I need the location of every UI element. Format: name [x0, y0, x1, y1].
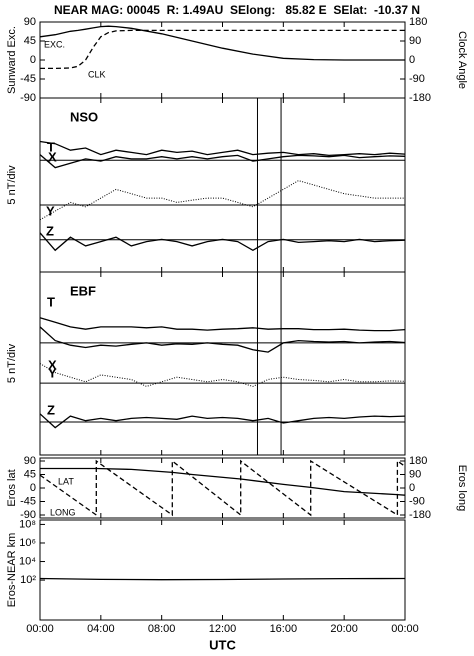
series-line: [39, 140, 406, 157]
series-label: CLK: [88, 69, 106, 79]
series-line: [39, 326, 406, 353]
x-tick-label: 16:00: [270, 623, 298, 635]
series-line: [39, 25, 405, 61]
y-axis-label: 5 nT/div: [6, 343, 18, 383]
series-line: [39, 413, 406, 429]
x-tick-label: 00:00: [391, 623, 419, 635]
y2-tick-label: -180: [409, 92, 431, 104]
y2-tick-label: 180: [409, 455, 427, 467]
series-label: Z: [46, 223, 54, 238]
panel-frame: [39, 519, 406, 621]
chart-title: NEAR MAG: 00045 R: 1.49AU SElong: 85.82 …: [54, 3, 420, 17]
series-line: [39, 317, 406, 332]
y-axis-label: Eros-NEAR km: [6, 533, 18, 608]
y2-tick-label: -90: [409, 495, 425, 507]
y-tick-label: 45: [24, 468, 36, 480]
series-label: LAT: [58, 476, 74, 486]
y-tick-label: 0: [30, 482, 36, 494]
y2-tick-label: 0: [409, 54, 415, 66]
x-tick-label: 08:00: [148, 623, 176, 635]
y-axis-label: Sunward Exc.: [6, 26, 18, 94]
y2-tick-label: -180: [409, 509, 431, 521]
panel-title: EBF: [70, 283, 96, 298]
y-tick-label: 10⁶: [19, 537, 36, 549]
series-line: [39, 154, 406, 169]
y-axis-label: Eros lat: [6, 469, 18, 506]
series-label: X: [48, 149, 57, 164]
y2-tick-label: 0: [409, 482, 415, 494]
y2-tick-label: 180: [409, 16, 427, 28]
x-axis-label: UTC: [209, 637, 236, 652]
x-tick-label: 20:00: [330, 623, 358, 635]
x-tick-label: 04:00: [87, 623, 115, 635]
y-tick-label: 10⁸: [19, 518, 36, 530]
series-line: [40, 29, 405, 70]
y-tick-label: 90: [24, 455, 36, 467]
y-tick-label: 10⁴: [19, 555, 36, 567]
panel-title: NSO: [70, 109, 98, 124]
y-tick-label: 90: [24, 16, 36, 28]
x-tick-label: 12:00: [209, 623, 237, 635]
y-axis-label: 5 nT/div: [6, 165, 18, 205]
y-tick-label: -45: [20, 495, 36, 507]
series-label: T: [47, 294, 55, 309]
series-line: [39, 459, 406, 517]
series-label: X: [48, 357, 57, 372]
series-label: Z: [47, 402, 55, 417]
y2-axis-label: Eros long: [456, 465, 468, 511]
y2-tick-label: 90: [409, 468, 421, 480]
series-label: T: [47, 139, 55, 154]
series-label: Y: [48, 365, 57, 380]
panel-frame: [39, 271, 406, 456]
y-tick-label: -45: [20, 73, 36, 85]
series-label: Y: [46, 203, 55, 218]
series-label: LONG: [50, 507, 76, 517]
y-tick-label: -90: [20, 92, 36, 104]
y2-axis-label: Clock Angle: [456, 31, 468, 89]
y-tick-label: -90: [20, 509, 36, 521]
series-line: [39, 232, 406, 252]
x-tick-label: 00:00: [26, 623, 54, 635]
series-line: [40, 467, 406, 496]
y2-tick-label: 90: [409, 35, 421, 47]
y-tick-label: 10²: [20, 574, 36, 586]
y-tick-label: 45: [24, 35, 36, 47]
panel-frame: [39, 457, 406, 519]
series-line: [39, 180, 405, 221]
y2-tick-label: -90: [409, 73, 425, 85]
y-tick-label: 0: [30, 54, 36, 66]
series-line: [39, 577, 406, 581]
series-label: EXC.: [44, 39, 65, 49]
